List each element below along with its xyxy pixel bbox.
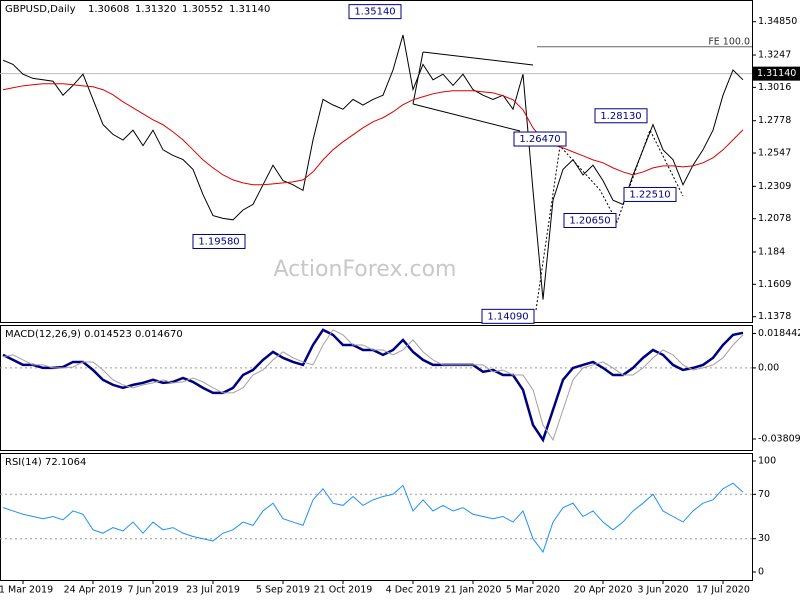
series-line [2,34,744,300]
x-tick-label: 21 Oct 2019 [314,585,373,596]
x-tick-label: 5 Sep 2019 [256,585,310,596]
x-tick-label: 17 Jul 2020 [696,585,750,596]
y-tick-label: 1.184 [758,247,785,258]
annotation-label: 1.14090 [487,311,528,322]
annotation-box [192,233,246,249]
x-tick-label: 11 Mar 2019 [0,585,53,596]
y-tick-label: 0.018442 [758,328,800,339]
y-tick-label: 1.1609 [758,279,791,290]
y-tick-label: 1.1378 [758,311,791,322]
x-tick-label: 24 Apr 2019 [64,585,123,596]
y-tick-label: 1.2778 [758,115,791,126]
symbol: GBPUSD,Daily [5,4,76,15]
annotation-box [563,213,617,228]
fe-label: FE 100.0 [708,36,750,47]
rsi-panel [0,453,753,581]
annotation-label: 1.22510 [629,189,670,200]
trend-line [412,103,521,132]
annotation-box [594,108,648,124]
annotation-box [623,186,677,202]
y-tick-label: 0 [758,567,764,578]
annotation-label: 1.19580 [198,236,239,247]
series-line [2,83,744,186]
x-tick-label: 4 Dec 2019 [386,585,441,596]
series-line [2,329,744,442]
ohlc: 1.31140 [229,4,270,15]
x-tick-label: 23 Jul 2019 [186,585,240,596]
y-tick-label: 0.00 [758,362,779,373]
series-line [2,482,744,554]
y-tick-label: 1.2309 [758,181,791,192]
y-tick-label: 1.2547 [758,148,791,159]
ohlc: 1.31320 [135,4,176,15]
x-tick-label: 20 Apr 2020 [574,585,633,596]
annotation-label: 1.28130 [600,111,641,122]
ohlc: 1.30552 [182,4,223,15]
y-tick-label: 100 [758,455,776,466]
rsi-title: RSI(14) 72.1064 [5,457,86,468]
current-box [753,66,800,81]
macd-title: MACD(12,26,9) 0.014523 0.014670 [5,329,183,340]
annotation-label: 1.26470 [519,134,560,145]
x-tick-label: 5 Mar 2020 [506,585,560,596]
y-tick-label: 1.2078 [758,213,791,224]
ohlc: 1.30608 [88,4,129,15]
annotation-label: 1.20650 [569,216,610,227]
y-tick-label: -0.038095 [758,433,800,444]
annotation-box [348,4,402,20]
macd-panel [0,325,753,451]
y-tick-label: 1.3016 [758,82,791,93]
price-panel [0,0,753,323]
annotation-box [513,131,567,147]
x-tick-label: 7 Jun 2019 [127,585,178,596]
x-tick-label: 21 Jan 2020 [445,585,502,596]
y-tick-label: 1.3247 [758,50,791,61]
y-tick-label: 30 [758,533,770,544]
watermark: ActionForex.com [274,257,457,282]
current-label: 1.31140 [757,68,796,79]
annotation-box [481,308,535,324]
x-tick-label: 3 Jun 2020 [637,585,688,596]
y-tick-label: 70 [758,489,770,500]
annotation-label: 1.35140 [354,7,395,18]
y-tick-label: 1.34850 [758,16,797,27]
trend-line [422,51,534,66]
